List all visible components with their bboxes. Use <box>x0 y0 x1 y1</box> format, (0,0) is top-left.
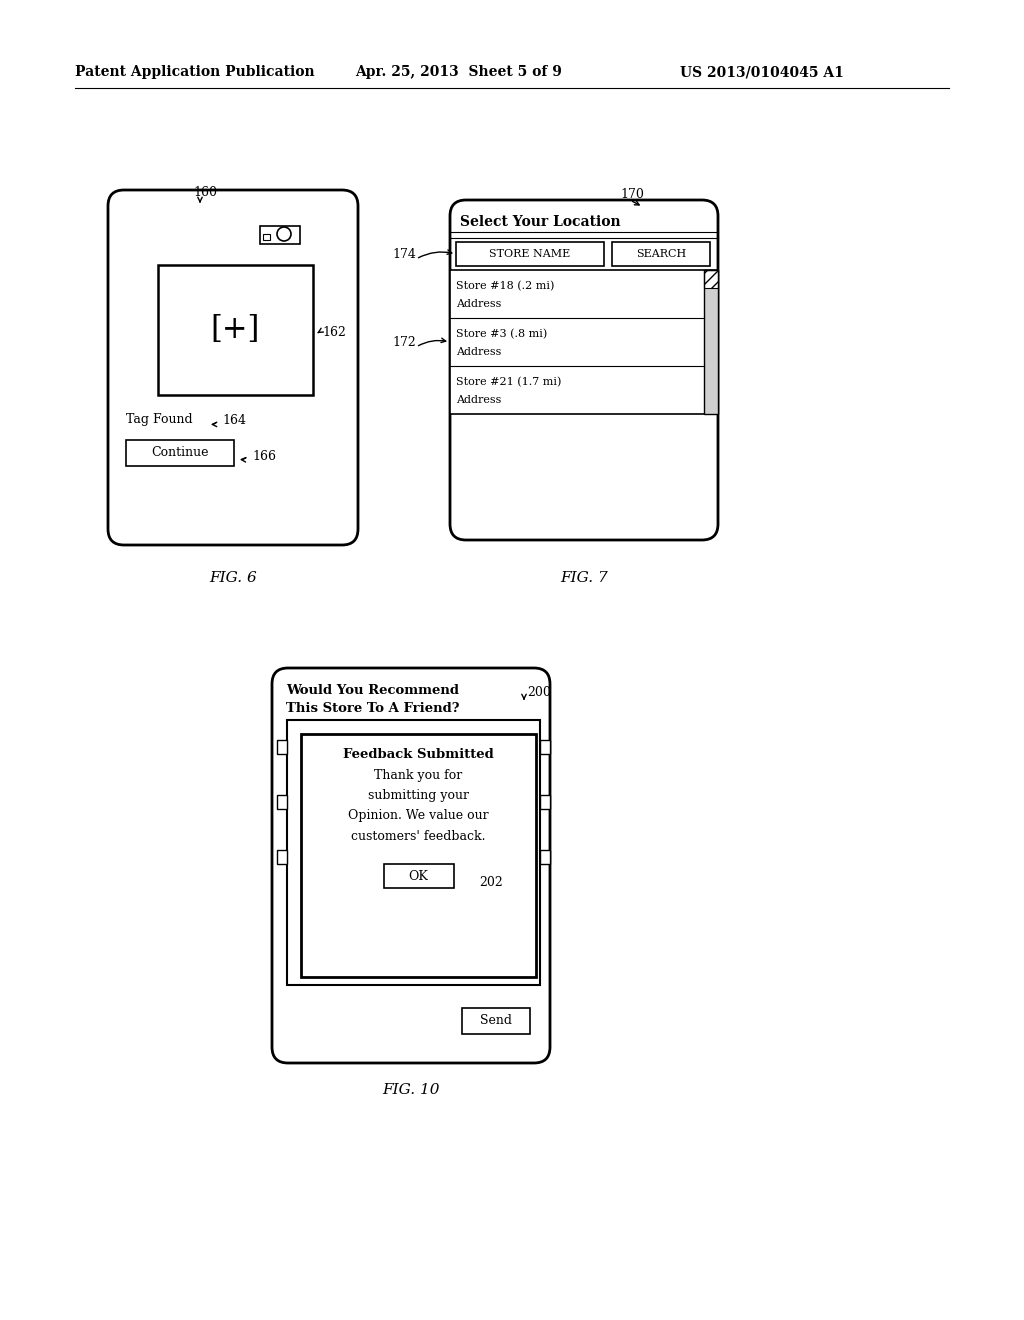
Text: Opinion. We value our: Opinion. We value our <box>348 809 488 822</box>
Bar <box>158 265 313 395</box>
Text: FIG. 7: FIG. 7 <box>560 572 608 585</box>
Bar <box>540 850 550 865</box>
Bar <box>126 440 234 466</box>
Text: [+]: [+] <box>211 314 260 346</box>
FancyBboxPatch shape <box>272 668 550 1063</box>
Text: Would You Recommend: Would You Recommend <box>286 684 459 697</box>
Circle shape <box>278 227 291 242</box>
Bar <box>612 242 710 267</box>
Text: 166: 166 <box>252 450 276 462</box>
Text: This Store To A Friend?: This Store To A Friend? <box>286 701 460 714</box>
Text: Select Your Location: Select Your Location <box>460 215 621 228</box>
Text: Patent Application Publication: Patent Application Publication <box>75 65 314 79</box>
Text: FIG. 10: FIG. 10 <box>382 1082 439 1097</box>
Bar <box>540 741 550 754</box>
Text: Send: Send <box>480 1015 512 1027</box>
Text: FIG. 6: FIG. 6 <box>209 572 257 585</box>
Text: Store #21 (1.7 mi): Store #21 (1.7 mi) <box>456 376 561 387</box>
Bar <box>278 741 287 754</box>
Text: 164: 164 <box>222 413 246 426</box>
Bar <box>705 271 718 414</box>
Bar <box>263 234 270 240</box>
Text: Tag Found: Tag Found <box>126 413 193 426</box>
Bar <box>462 1008 530 1034</box>
FancyBboxPatch shape <box>450 201 718 540</box>
Bar <box>278 795 287 809</box>
Text: Continue: Continue <box>152 446 209 459</box>
Text: OK: OK <box>409 870 428 883</box>
Text: Store #18 (.2 mi): Store #18 (.2 mi) <box>456 281 554 292</box>
Text: SEARCH: SEARCH <box>636 249 686 259</box>
Text: Feedback Submitted: Feedback Submitted <box>343 747 494 760</box>
Text: Address: Address <box>456 395 502 405</box>
Bar <box>705 271 718 414</box>
Bar <box>287 719 540 985</box>
Text: Apr. 25, 2013  Sheet 5 of 9: Apr. 25, 2013 Sheet 5 of 9 <box>355 65 562 79</box>
Text: Address: Address <box>456 347 502 356</box>
Bar <box>384 865 454 888</box>
Text: Address: Address <box>456 300 502 309</box>
Bar <box>456 242 604 267</box>
Text: 202: 202 <box>479 875 503 888</box>
Text: Store #3 (.8 mi): Store #3 (.8 mi) <box>456 329 547 339</box>
Text: US 2013/0104045 A1: US 2013/0104045 A1 <box>680 65 844 79</box>
Text: submitting your: submitting your <box>368 789 469 803</box>
Text: customers' feedback.: customers' feedback. <box>351 829 485 842</box>
Text: 174: 174 <box>392 248 416 260</box>
Bar <box>450 271 718 414</box>
Text: 160: 160 <box>193 186 217 199</box>
FancyBboxPatch shape <box>108 190 358 545</box>
Text: Thank you for: Thank you for <box>375 770 463 783</box>
Bar <box>260 226 300 244</box>
Text: STORE NAME: STORE NAME <box>489 249 570 259</box>
Text: 172: 172 <box>392 335 416 348</box>
Text: 200: 200 <box>527 686 551 700</box>
Bar <box>540 795 550 809</box>
Bar <box>705 271 718 288</box>
Bar <box>301 734 536 977</box>
Text: 170: 170 <box>620 189 644 202</box>
Text: 162: 162 <box>322 326 346 338</box>
Bar <box>278 850 287 865</box>
